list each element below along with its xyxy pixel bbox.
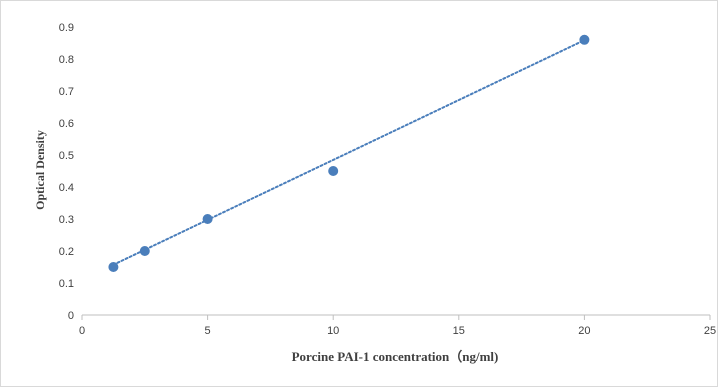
data-point	[579, 34, 590, 45]
x-tick-label: 15	[453, 325, 465, 337]
plot-area: 0 0.1 0.2 0.3 0.4 0.5 0.6 0.7 0.8 0.9 0 5 10 15 20 25	[59, 22, 716, 337]
data-points	[108, 34, 590, 272]
y-tick-label: 0.4	[59, 182, 74, 194]
x-tick-label: 10	[327, 325, 339, 337]
x-tick-labels: 0 5 10 15 20 25	[79, 325, 716, 337]
x-tick-label: 20	[578, 325, 590, 337]
x-axis-title: Porcine PAI-1 concentration（ng/ml)	[292, 349, 499, 364]
y-tick-label: 0.5	[59, 150, 74, 162]
y-tick-label: 0.3	[59, 214, 74, 226]
y-tick-label: 0.7	[59, 86, 74, 98]
y-axis-title: Optical Density	[33, 130, 47, 210]
y-tick-label: 0.1	[59, 278, 74, 290]
y-tick-label: 0.9	[59, 22, 74, 34]
data-point	[328, 166, 339, 176]
x-tick-label: 25	[704, 325, 716, 337]
trendline	[112, 39, 586, 266]
data-point	[108, 262, 119, 272]
y-tick-label: 0.8	[59, 54, 74, 66]
y-tick-labels: 0 0.1 0.2 0.3 0.4 0.5 0.6 0.7 0.8 0.9	[59, 22, 74, 322]
y-tick-label: 0.6	[59, 118, 74, 130]
x-tick-label: 5	[205, 325, 211, 337]
x-tick-label: 0	[79, 325, 85, 337]
data-point	[139, 246, 150, 256]
y-tick-label: 0	[68, 310, 74, 322]
data-point	[202, 214, 213, 224]
x-tick-marks	[81, 315, 711, 320]
y-tick-label: 0.2	[59, 246, 74, 258]
